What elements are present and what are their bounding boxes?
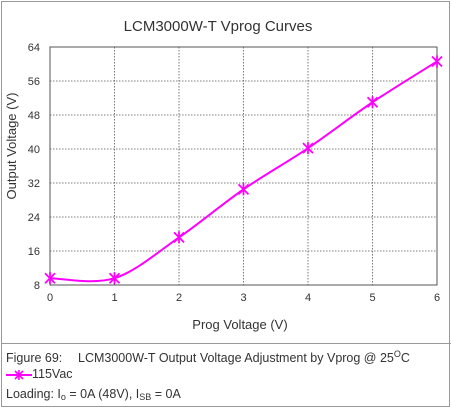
figure-caption: Figure 69: LCM3000W-T Output Voltage Adju… xyxy=(6,349,410,365)
data-point-marker xyxy=(239,183,249,195)
y-tick-label: 48 xyxy=(28,110,40,122)
degree-symbol: O xyxy=(394,349,401,359)
x-tick-label: 0 xyxy=(47,292,53,304)
figure-label: Figure 69: xyxy=(6,351,78,365)
grid-lines xyxy=(50,47,437,285)
data-point-marker xyxy=(174,231,184,243)
legend: 115Vac xyxy=(6,367,73,381)
y-tick-labels: 8 16 24 32 40 48 56 64 xyxy=(28,42,40,292)
loading-conditions: Loading: Io = 0A (48V), ISB = 0A xyxy=(6,387,181,402)
legend-label-115vac: 115Vac xyxy=(32,367,73,381)
data-point-marker xyxy=(368,96,378,108)
y-axis-label: Output Voltage (V) xyxy=(4,93,19,200)
x-tick-label: 1 xyxy=(111,292,117,304)
x-tick-label: 6 xyxy=(434,292,440,304)
degree-unit: C xyxy=(401,351,410,365)
cond-sub-sb: SB xyxy=(139,392,151,402)
y-tick-label: 8 xyxy=(34,280,40,292)
chart-title: LCM3000W-T Vprog Curves xyxy=(124,18,313,35)
x-tick-label: 4 xyxy=(305,292,311,304)
legend-swatch-115vac xyxy=(6,369,32,381)
x-tick-label: 3 xyxy=(240,292,246,304)
cond-end: = 0A xyxy=(151,387,181,401)
x-axis-label: Prog Voltage (V) xyxy=(192,317,287,332)
y-tick-label: 24 xyxy=(28,212,40,224)
figure-text: LCM3000W-T Output Voltage Adjustment by … xyxy=(78,351,394,365)
y-tick-label: 32 xyxy=(28,178,40,190)
cond-prefix: Loading: I xyxy=(6,387,61,401)
caption-panel: Figure 69: LCM3000W-T Output Voltage Adju… xyxy=(2,344,451,408)
x-tick-label: 5 xyxy=(369,292,375,304)
plot-panel: LCM3000W-T Vprog Curves 8 16 24 32 40 48 56 64 … xyxy=(2,2,451,344)
cond-mid: = 0A (48V), I xyxy=(66,387,139,401)
x-tick-label: 2 xyxy=(176,292,182,304)
data-point-marker xyxy=(303,142,313,154)
data-point-marker xyxy=(432,55,442,67)
y-tick-label: 40 xyxy=(28,144,40,156)
y-tick-label: 64 xyxy=(28,42,40,54)
y-tick-label: 16 xyxy=(28,246,40,258)
x-tick-labels: 0 1 2 3 4 5 6 xyxy=(47,292,440,304)
vprog-chart: LCM3000W-T Vprog Curves 816243240485664 … xyxy=(2,2,451,344)
y-tick-label: 56 xyxy=(28,76,40,88)
